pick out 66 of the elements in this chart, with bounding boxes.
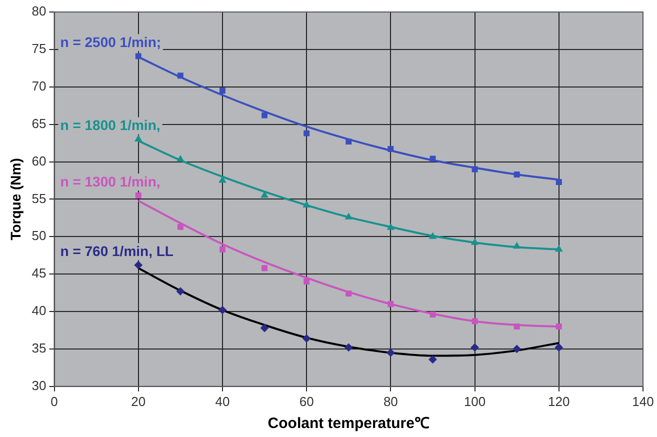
y-tick-label: 40	[32, 303, 46, 318]
point	[176, 156, 184, 162]
y-axis-title: Torque (Nm)	[7, 158, 24, 240]
y-tick-label: 65	[32, 116, 46, 131]
x-tick-label: 140	[632, 394, 654, 409]
point	[428, 355, 437, 364]
y-tick-label: 30	[32, 378, 46, 393]
point	[346, 138, 352, 145]
point	[219, 88, 226, 94]
point	[346, 290, 352, 297]
y-tick-label: 70	[32, 78, 46, 94]
x-tick-label: 120	[548, 394, 570, 409]
x-tick-label: 100	[464, 394, 486, 409]
point	[513, 242, 520, 249]
point	[177, 72, 184, 79]
point	[472, 318, 478, 324]
x-tick-label: 80	[383, 394, 398, 409]
point	[262, 265, 268, 272]
point	[134, 135, 142, 142]
point	[218, 306, 226, 314]
point	[514, 324, 520, 330]
point	[555, 245, 562, 252]
series-label: n = 1800 1/min,	[60, 117, 160, 134]
point	[514, 172, 520, 178]
point	[304, 130, 310, 136]
point	[388, 301, 394, 308]
point	[429, 232, 436, 239]
point	[556, 324, 562, 330]
point	[262, 112, 268, 118]
point	[388, 146, 394, 152]
point	[302, 334, 311, 342]
y-tick-label: 75	[32, 41, 46, 56]
x-tick-label: 40	[215, 394, 230, 409]
x-tick-label: 20	[131, 394, 146, 409]
point	[472, 166, 478, 172]
point	[304, 278, 310, 285]
y-tick-label: 80	[32, 4, 46, 19]
point	[512, 344, 521, 353]
point	[430, 312, 436, 318]
point	[344, 343, 353, 352]
x-tick-label: 0	[50, 394, 58, 409]
point	[219, 246, 226, 252]
x-tick-label: 60	[299, 394, 314, 409]
point	[554, 343, 563, 352]
series-label: n = 1300 1/min,	[60, 173, 160, 190]
x-axis-title: Coolant temperature℃	[268, 415, 430, 432]
series-label: n = 2500 1/min;	[60, 34, 162, 50]
point	[471, 238, 478, 245]
y-tick-label: 60	[32, 153, 46, 168]
y-tick-label: 35	[32, 340, 46, 356]
point	[470, 343, 479, 352]
point	[387, 224, 394, 230]
point	[135, 53, 142, 60]
point	[303, 201, 310, 208]
series-label: n = 760 1/min, LL	[60, 242, 174, 259]
y-tick-label: 55	[32, 190, 46, 206]
point	[386, 348, 395, 357]
y-tick-label: 50	[32, 228, 46, 244]
point	[345, 213, 352, 220]
point	[134, 261, 142, 270]
point	[556, 179, 562, 185]
point	[177, 224, 184, 230]
y-tick-label: 45	[32, 266, 46, 281]
point	[260, 324, 269, 332]
point	[135, 192, 142, 198]
point	[176, 287, 184, 296]
